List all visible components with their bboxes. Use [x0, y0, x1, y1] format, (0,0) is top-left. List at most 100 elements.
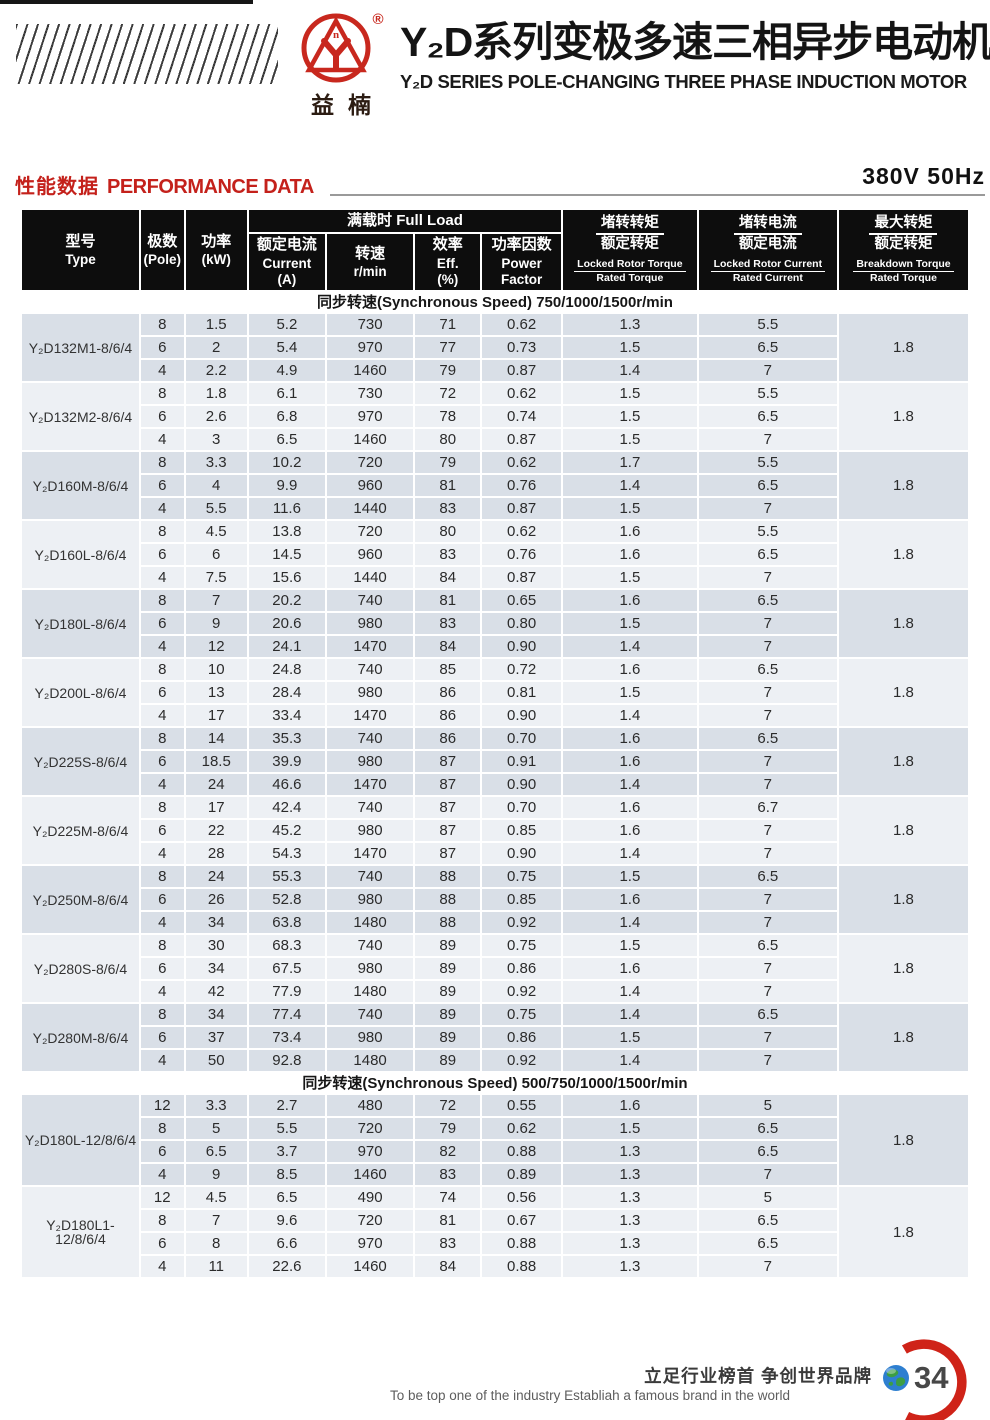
value-cell: 1480 — [326, 981, 414, 1003]
value-cell: 77 — [415, 337, 481, 359]
value-cell: 1460 — [326, 1164, 414, 1186]
value-cell: 37 — [185, 1027, 247, 1049]
table-row: 4 9 8.5 1460 83 0.89 1.3 7 — [22, 1164, 968, 1186]
value-cell: 7.5 — [185, 567, 247, 589]
value-cell: 0.62 — [482, 521, 562, 543]
value-cell: 11.6 — [248, 498, 325, 520]
value-cell: 0.85 — [482, 889, 562, 911]
col-header-speed: 转速 r/min — [326, 234, 414, 291]
value-cell: 0.87 — [482, 360, 562, 382]
col-header-locked-rotor-current: 堵转电流 额定电流 Locked Rotor Current Rated Cur… — [698, 210, 837, 291]
value-cell: 14 — [185, 728, 247, 750]
value-cell: 1470 — [326, 636, 414, 658]
value-cell: 6.1 — [248, 383, 325, 405]
breakdown-torque-cell: 1.8 — [838, 659, 968, 727]
value-cell: 1.6 — [563, 958, 697, 980]
table-row: Y₂D200L-8/6/4 8 10 24.8 740 85 0.72 1.6 6.5 1.8 — [22, 659, 968, 727]
value-cell: 35.3 — [248, 728, 325, 750]
value-cell: 1.7 — [563, 452, 697, 474]
value-cell: 13 — [185, 682, 247, 704]
value-cell: 5.5 — [698, 452, 837, 474]
value-cell: 6.5 — [185, 1141, 247, 1163]
breakdown-torque-cell: 1.8 — [838, 728, 968, 796]
page-title-en: Y₂D SERIES POLE-CHANGING THREE PHASE IND… — [400, 71, 967, 93]
section-title: 同步转速(Synchronous Speed) 750/1000/1500r/m… — [22, 292, 968, 313]
value-cell: 67.5 — [248, 958, 325, 980]
value-cell: 22.6 — [248, 1256, 325, 1278]
value-cell: 7 — [185, 1210, 247, 1232]
value-cell: 7 — [698, 1027, 837, 1049]
model-cell: Y₂D180L-12/8/6/4 — [22, 1095, 139, 1186]
section-title: 同步转速(Synchronous Speed) 500/750/1000/150… — [22, 1073, 968, 1094]
value-cell: 980 — [326, 889, 414, 911]
value-cell: 4 — [140, 1256, 184, 1278]
value-cell: 1.5 — [563, 498, 697, 520]
model-cell: Y₂D160M-8/6/4 — [22, 452, 139, 520]
value-cell: 970 — [326, 337, 414, 359]
value-cell: 1.3 — [563, 1210, 697, 1232]
value-cell: 1460 — [326, 1256, 414, 1278]
col-header-breakdown-torque: 最大转矩 额定转矩 Breakdown Torque Rated Torque — [838, 210, 968, 291]
table-row: 6 6 14.5 960 83 0.76 1.6 6.5 — [22, 544, 968, 566]
value-cell: 6.5 — [698, 406, 837, 428]
value-cell: 4 — [185, 475, 247, 497]
value-cell: 0.87 — [482, 429, 562, 451]
breakdown-torque-cell: 1.8 — [838, 1187, 968, 1278]
value-cell: 34 — [185, 958, 247, 980]
performance-data-heading: 性能数据 PERFORMANCE DATA — [15, 170, 975, 198]
model-cell: Y₂D225M-8/6/4 — [22, 797, 139, 865]
value-cell: 1470 — [326, 843, 414, 865]
table-row: Y₂D132M1-8/6/4 8 1.5 5.2 730 71 0.62 1.3 5.5 1.8 — [22, 314, 968, 382]
value-cell: 3.3 — [185, 452, 247, 474]
value-cell: 1.6 — [563, 544, 697, 566]
value-cell: 6.5 — [698, 1210, 837, 1232]
value-cell: 6 — [140, 613, 184, 635]
svg-text:n: n — [333, 29, 339, 41]
value-cell: 4.5 — [185, 1187, 247, 1209]
value-cell: 85 — [415, 659, 481, 681]
value-cell: 86 — [415, 682, 481, 704]
value-cell: 740 — [326, 866, 414, 888]
value-cell: 72 — [415, 383, 481, 405]
registered-mark: ® — [372, 11, 383, 28]
value-cell: 12 — [185, 636, 247, 658]
value-cell: 18.5 — [185, 751, 247, 773]
section-title-row: 同步转速(Synchronous Speed) 500/750/1000/150… — [22, 1073, 968, 1094]
value-cell: 46.6 — [248, 774, 325, 796]
value-cell: 0.90 — [482, 774, 562, 796]
table-row: 4 5.5 11.6 1440 83 0.87 1.5 7 — [22, 498, 968, 520]
value-cell: 6.5 — [698, 1118, 837, 1140]
table-header: 型号 Type 极数 (Pole) 功率 (kW) 满载时 Full Load … — [22, 210, 968, 291]
value-cell: 980 — [326, 958, 414, 980]
value-cell: 20.6 — [248, 613, 325, 635]
value-cell: 7 — [698, 820, 837, 842]
table-row: 4 2.2 4.9 1460 79 0.87 1.4 7 — [22, 360, 968, 382]
value-cell: 720 — [326, 452, 414, 474]
value-cell: 7 — [698, 1050, 837, 1072]
value-cell: 960 — [326, 544, 414, 566]
value-cell: 0.62 — [482, 383, 562, 405]
value-cell: 980 — [326, 751, 414, 773]
value-cell: 1.4 — [563, 774, 697, 796]
value-cell: 20.2 — [248, 590, 325, 612]
model-cell: Y₂D280M-8/6/4 — [22, 1004, 139, 1072]
heading-cn: 性能数据 — [15, 176, 99, 198]
value-cell: 39.9 — [248, 751, 325, 773]
footer-slogan-en: To be top one of the industry Establiah … — [390, 1388, 790, 1403]
page-header: Y₂D系列变极多速三相异步电动机 Y₂D SERIES POLE-CHANGIN… — [400, 19, 990, 93]
value-cell: 4 — [140, 705, 184, 727]
value-cell: 7 — [698, 1256, 837, 1278]
breakdown-torque-cell: 1.8 — [838, 590, 968, 658]
value-cell: 83 — [415, 498, 481, 520]
value-cell: 15.6 — [248, 567, 325, 589]
value-cell: 4 — [140, 843, 184, 865]
value-cell: 12 — [140, 1187, 184, 1209]
value-cell: 1.3 — [563, 1141, 697, 1163]
col-header-power: 功率 (kW) — [185, 210, 247, 291]
value-cell: 1.5 — [563, 613, 697, 635]
value-cell: 1.6 — [563, 590, 697, 612]
value-cell: 3.7 — [248, 1141, 325, 1163]
value-cell: 54.3 — [248, 843, 325, 865]
performance-table-body: 同步转速(Synchronous Speed) 750/1000/1500r/m… — [22, 292, 968, 1278]
